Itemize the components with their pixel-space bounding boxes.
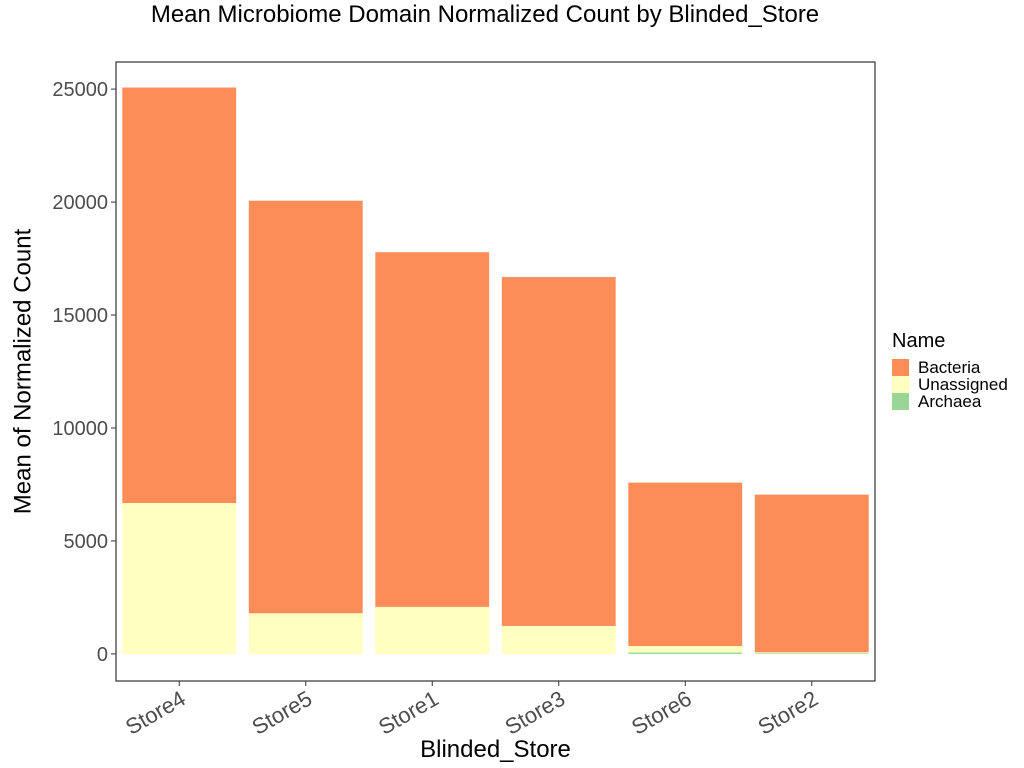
bar-store6-unassigned	[628, 645, 743, 653]
chart-title: Mean Microbiome Domain Normalized Count …	[150, 1, 820, 28]
y-tick-label: 20000	[52, 192, 108, 214]
y-tick-label: 15000	[52, 305, 108, 327]
bar-store3-unassigned	[501, 625, 616, 654]
x-axis-title: Blinded_Store	[420, 736, 571, 763]
legend: Name Bacteria Unassigned Archaea	[892, 330, 1008, 410]
legend-item-unassigned: Unassigned	[892, 376, 1008, 393]
x-tick-label: Store6	[627, 686, 696, 740]
x-tick-label: Store3	[501, 686, 570, 740]
legend-item-archaea: Archaea	[892, 393, 1008, 410]
bar-store6-bacteria	[628, 482, 743, 646]
bar-store4-bacteria	[122, 87, 237, 503]
bar-store1-bacteria	[375, 252, 490, 607]
bar-store5-bacteria	[248, 200, 363, 614]
bar-store3-bacteria	[501, 277, 616, 626]
legend-key-bacteria	[892, 359, 909, 376]
y-tick-label: 0	[97, 644, 108, 666]
legend-label-bacteria: Bacteria	[918, 358, 981, 377]
x-tick-label: Store2	[754, 686, 823, 740]
x-tick-label: Store4	[121, 686, 190, 740]
y-tick-label: 25000	[52, 79, 108, 101]
x-tick-label: Store5	[248, 686, 317, 740]
legend-item-bacteria: Bacteria	[892, 359, 1008, 376]
bar-store6-archaea	[628, 652, 743, 654]
bar-store1-unassigned	[375, 606, 490, 654]
legend-key-unassigned	[892, 376, 909, 393]
bar-store2-unassigned	[754, 652, 869, 654]
bar-store2-bacteria	[754, 494, 869, 653]
y-tick-label: 10000	[52, 418, 108, 440]
bar-store5-unassigned	[248, 613, 363, 654]
panel-border	[115, 61, 876, 682]
y-axis-title: Mean of Normalized Count	[9, 228, 36, 514]
legend-label-archaea: Archaea	[918, 392, 982, 411]
bar-store4-unassigned	[122, 502, 237, 654]
legend-title: Name	[892, 330, 946, 352]
legend-label-unassigned: Unassigned	[918, 375, 1008, 394]
legend-key-archaea	[892, 393, 909, 410]
y-tick-label: 5000	[64, 531, 109, 553]
x-tick-label: Store1	[374, 686, 443, 740]
bar-store2-archaea	[754, 653, 869, 654]
